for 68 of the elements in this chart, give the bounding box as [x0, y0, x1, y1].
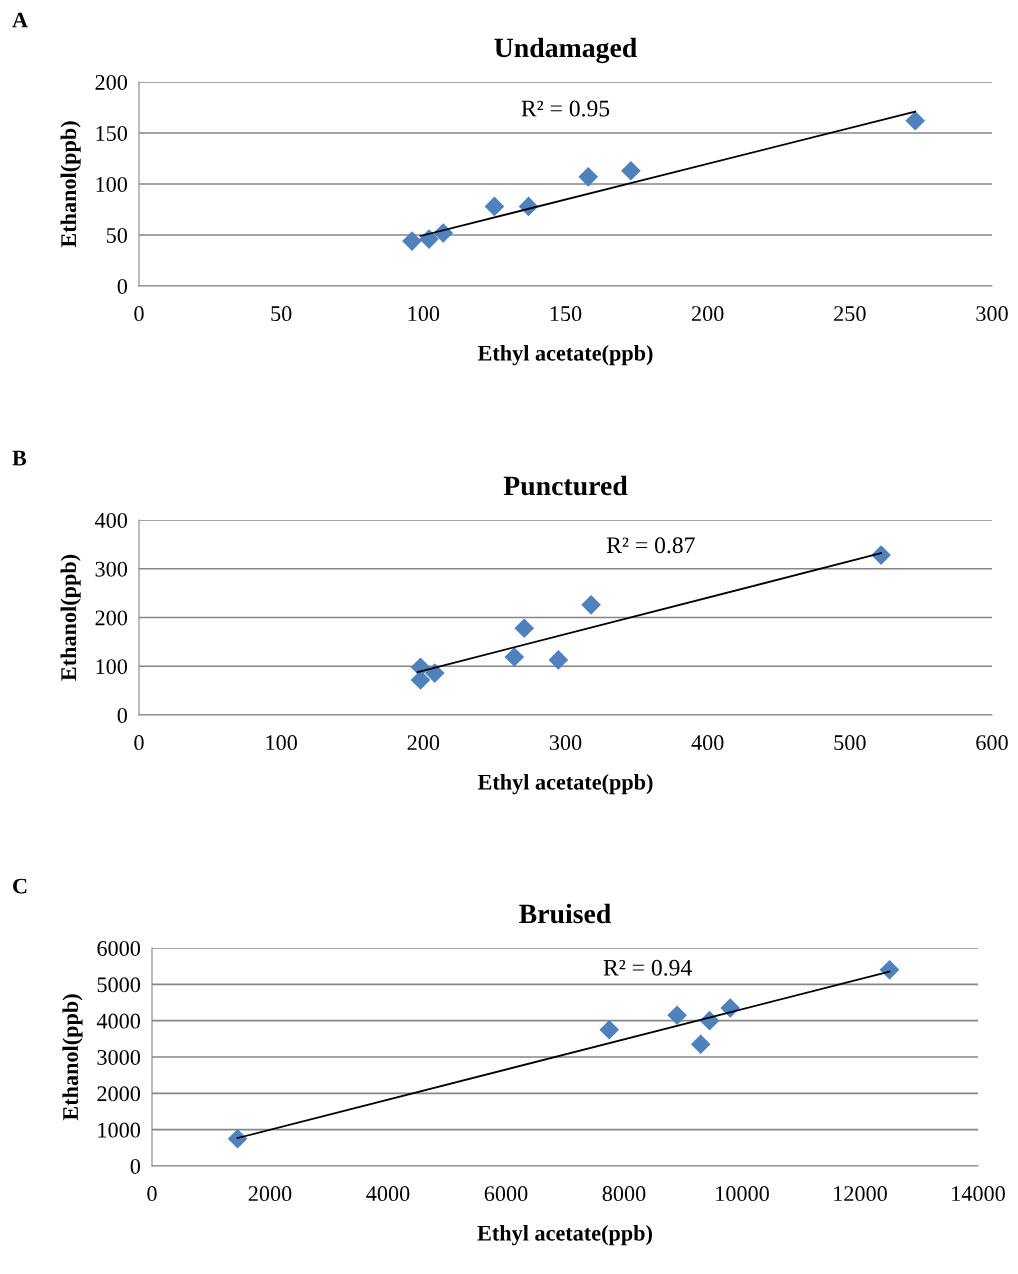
- y-tick-label: 200: [95, 610, 128, 626]
- point: [504, 647, 524, 667]
- y-tick-label: 0: [130, 1158, 141, 1174]
- point: [228, 1129, 248, 1149]
- annotation: R² = 0.94: [603, 959, 692, 976]
- x-tick-label: 6000: [484, 1186, 528, 1202]
- x-tick-label: 8000: [602, 1186, 646, 1202]
- y-tick-label: 1000: [98, 1122, 141, 1138]
- x-tick-label: 100: [408, 306, 440, 322]
- point: [578, 167, 598, 187]
- x-axis-title: Ethyl acetate(ppb): [477, 1225, 652, 1246]
- point: [484, 196, 504, 216]
- y-tick-label: 50: [106, 227, 128, 243]
- x-tick-label: 150: [550, 306, 582, 322]
- x-tick-label: 500: [834, 735, 866, 751]
- x-tick-label: 10000: [716, 1186, 769, 1202]
- x-tick-label: 200: [691, 306, 724, 322]
- point: [581, 595, 601, 615]
- annotation: R² = 0.87: [606, 537, 695, 554]
- point: [402, 231, 422, 251]
- x-tick-label: 100: [266, 735, 297, 751]
- x-tick-label: 600: [976, 735, 1008, 751]
- chart-title: Punctured: [503, 475, 628, 496]
- text: A: [12, 12, 28, 28]
- y-tick-label: 6000: [97, 940, 141, 956]
- point: [621, 161, 641, 181]
- y-tick-label: 5000: [97, 977, 141, 993]
- x-axis-title: Ethyl acetate(ppb): [477, 345, 653, 366]
- x-tick-label: 250: [834, 306, 866, 322]
- y-tick-label: 100: [96, 659, 128, 675]
- text: B: [12, 450, 27, 466]
- x-tick-label: 0: [147, 1186, 157, 1202]
- x-tick-label: 50: [271, 306, 292, 322]
- chart-title: Undamaged: [494, 37, 637, 64]
- point: [599, 1020, 619, 1040]
- point: [667, 1005, 687, 1025]
- annotation: R² = 0.95: [521, 100, 610, 117]
- point: [425, 663, 445, 683]
- point: [410, 670, 431, 690]
- y-tick-label: 4000: [96, 1013, 141, 1029]
- y-tick-label: 300: [95, 561, 128, 577]
- y-axis-title: Ethanol(ppb): [60, 121, 81, 248]
- text: C: [13, 878, 27, 894]
- x-tick-label: 2000: [248, 1186, 292, 1202]
- x-tick-label: 4000: [366, 1186, 410, 1202]
- y-tick-label: 0: [117, 707, 128, 723]
- y-tick-label: 100: [96, 176, 128, 192]
- point: [879, 960, 900, 980]
- x-tick-label: 300: [976, 306, 1008, 322]
- y-tick-label: 2000: [97, 1086, 141, 1102]
- y-tick-label: 150: [96, 125, 128, 141]
- y-tick-label: 400: [94, 512, 128, 528]
- y-axis-title: Ethanol(ppb): [62, 994, 83, 1121]
- x-tick-label: 400: [691, 735, 724, 751]
- y-tick-label: 200: [95, 74, 128, 90]
- point: [905, 111, 925, 131]
- x-axis-title: Ethyl acetate(ppb): [477, 774, 653, 795]
- x-tick-label: 300: [549, 735, 582, 751]
- x-tick-label: 14000: [952, 1186, 1005, 1202]
- point: [548, 650, 568, 670]
- y-tick-label: 3000: [97, 1049, 141, 1065]
- y-axis-title: Ethanol(ppb): [60, 554, 81, 681]
- chart-title: Bruised: [519, 903, 611, 924]
- x-tick-label: 12000: [834, 1186, 887, 1202]
- point: [514, 618, 534, 638]
- y-tick-label: 0: [117, 278, 128, 294]
- point: [691, 1034, 711, 1054]
- x-tick-label: 200: [407, 735, 440, 751]
